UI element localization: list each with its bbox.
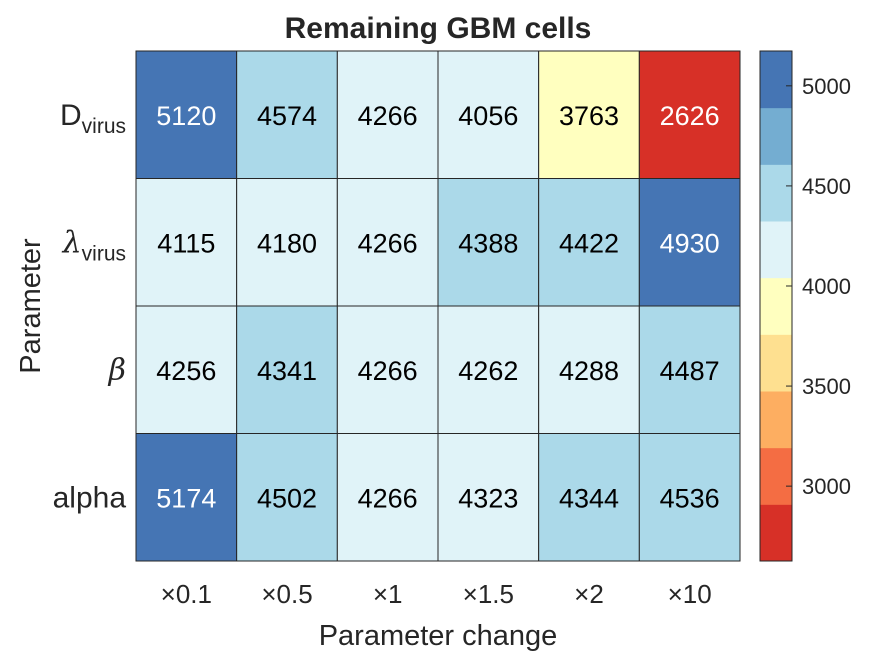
colorbar-segment: [760, 391, 792, 449]
colorbar-segment: [760, 447, 792, 505]
cell-value-label: 4266: [358, 356, 418, 386]
cell-value-label: 4487: [660, 356, 720, 386]
cell-value-label: 4056: [458, 101, 518, 131]
cell-value-label: 5120: [156, 101, 216, 131]
cell-value-label: 3763: [559, 101, 619, 131]
heatmap-cell: [336, 50, 439, 179]
heatmap-cell: [638, 433, 741, 562]
cell-value-label: 4266: [358, 101, 418, 131]
colorbar-segment: [760, 277, 792, 335]
cell-value-label: 2626: [660, 101, 720, 131]
colorbar-segment: [760, 107, 792, 165]
x-axis-label: Parameter change: [319, 620, 558, 652]
cell-value-label: 4388: [458, 228, 518, 258]
y-tick-label-main: D: [60, 99, 82, 132]
cell-value-label: 4115: [157, 228, 215, 258]
cell-value-label: 4536: [660, 483, 720, 513]
x-tick-label: ×2: [574, 579, 604, 609]
heatmap-cell: [236, 433, 338, 562]
y-tick-label-main: λ: [62, 225, 82, 260]
cell-value-label: 4341: [257, 356, 317, 386]
heatmap-cell: [336, 305, 439, 434]
heatmap-cell: [638, 305, 741, 434]
cell-value-label: 4266: [358, 228, 418, 258]
heatmap-cell: [437, 178, 540, 307]
y-tick-label-sub: virus: [82, 242, 126, 265]
cell-value-label: 4323: [458, 483, 518, 513]
y-tick-label: β: [108, 353, 126, 388]
colorbar: 3000 3500 4000 4500 5000: [759, 50, 851, 562]
y-tick-label-main: alpha: [53, 481, 127, 514]
colorbar-segment: [760, 164, 792, 222]
heatmap-cells: 5120 4574 4266 4056 3763 2626 4115 4180 4266 4388…: [135, 50, 741, 562]
colorbar-tick-label: 4500: [802, 174, 851, 199]
cell-value-label: 4266: [358, 483, 418, 513]
heatmap-cell: [437, 305, 540, 434]
y-axis-label: Parameter: [15, 238, 47, 374]
chart-title: Remaining GBM cells: [285, 12, 592, 45]
x-tick-label: ×10: [668, 579, 712, 609]
heatmap-cell: [135, 433, 238, 562]
colorbar-segment: [760, 221, 792, 279]
x-tick-label: ×1.5: [463, 579, 514, 609]
cell-value-label: 4930: [660, 228, 720, 258]
cell-value-label: 4262: [458, 356, 518, 386]
heatmap-cell: [437, 433, 540, 562]
y-tick-label: Dvirus: [60, 99, 126, 138]
colorbar-segment: [760, 51, 792, 109]
cell-value-label: 4502: [257, 483, 317, 513]
y-tick-label-sub: virus: [82, 115, 126, 138]
x-tick-label: ×0.1: [161, 579, 212, 609]
y-tick-label: alpha: [53, 481, 127, 514]
heatmap-cell: [638, 178, 741, 307]
x-tick-label: ×0.5: [261, 579, 312, 609]
x-tick-label: ×1: [373, 579, 403, 609]
colorbar-tick-label: 5000: [802, 74, 851, 99]
heatmap-cell: [135, 50, 238, 179]
cell-value-label: 4422: [559, 228, 619, 258]
cell-value-label: 4180: [257, 228, 317, 258]
heatmap-cell: [236, 305, 338, 434]
cell-value-label: 4256: [156, 356, 216, 386]
cell-value-label: 4344: [559, 483, 619, 513]
heatmap-cell: [437, 50, 540, 179]
heatmap-cell: [135, 305, 238, 434]
x-tick-labels: ×0.1 ×0.5 ×1 ×1.5 ×2 ×10: [161, 579, 712, 609]
heatmap-cell: [538, 305, 640, 434]
heatmap-cell: [336, 433, 439, 562]
cell-value-label: 4288: [559, 356, 619, 386]
heatmap-cell: [236, 50, 338, 179]
colorbar-tick-label: 3500: [802, 374, 851, 399]
colorbar-segment: [760, 504, 792, 562]
y-tick-label-main: β: [108, 353, 126, 388]
heatmap-cell: [538, 50, 640, 179]
cell-value-label: 4574: [257, 101, 317, 131]
cell-value-label: 5174: [156, 483, 216, 513]
colorbar-segment: [760, 334, 792, 392]
colorbar-frame: [759, 50, 793, 562]
colorbar-tick-label: 4000: [802, 274, 851, 299]
heatmap-cell: [538, 433, 640, 562]
y-tick-label: λvirus: [62, 225, 126, 265]
heatmap-cell: [236, 178, 338, 307]
heatmap-cell: [638, 50, 741, 179]
colorbar-tick-label: 3000: [802, 474, 851, 499]
